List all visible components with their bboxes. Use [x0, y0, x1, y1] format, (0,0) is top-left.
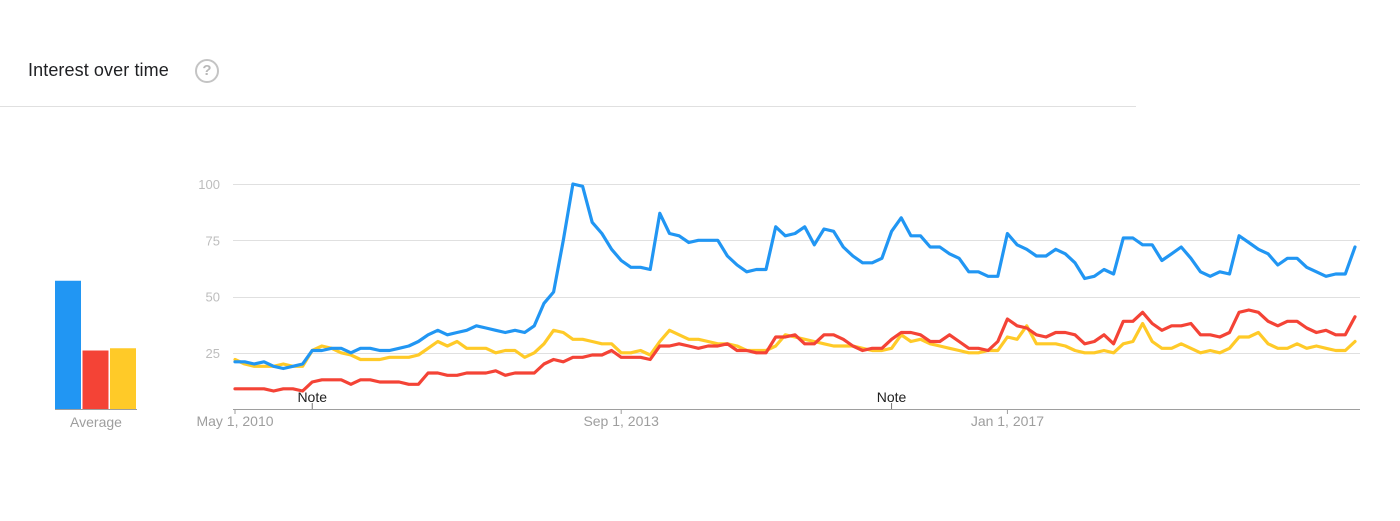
y-tick-label: 50 [206, 290, 220, 305]
average-bar[interactable] [55, 280, 81, 409]
gridlines [233, 184, 1360, 410]
x-tick-label: Jan 1, 2017 [971, 413, 1044, 429]
y-tick-label: 75 [206, 233, 220, 248]
y-tick-label: 25 [206, 346, 220, 361]
series-line[interactable] [233, 321, 1357, 368]
average-bar[interactable] [82, 350, 109, 410]
chart-title: Interest over time [28, 60, 169, 80]
y-tick-label: 100 [198, 177, 220, 192]
line-series [233, 182, 1357, 393]
x-tick-label: May 1, 2010 [196, 413, 273, 429]
average-bar[interactable] [110, 348, 136, 409]
header: Interest over time ? [0, 0, 1136, 107]
series-line[interactable] [233, 308, 1357, 393]
chart-notes: Note Note [297, 389, 907, 409]
question-circle-icon[interactable]: ? [195, 59, 219, 83]
average-bar-chart [55, 280, 137, 410]
note-label[interactable]: Note [297, 389, 327, 405]
series-line[interactable] [233, 182, 1357, 371]
note-label[interactable]: Note [877, 389, 907, 405]
y-axis-ticks: 25 50 75 100 [198, 177, 220, 361]
average-label: Average [70, 414, 122, 430]
x-axis-ticks: May 1, 2010 Sep 1, 2013 Jan 1, 2017 [196, 409, 1044, 429]
x-tick-label: Sep 1, 2013 [583, 413, 659, 429]
